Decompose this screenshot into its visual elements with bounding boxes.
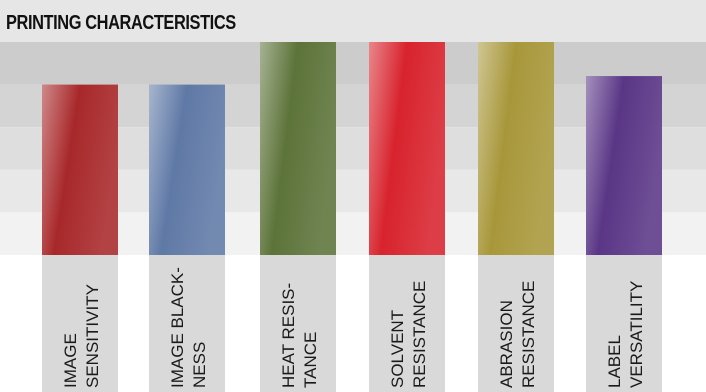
bar-sheen — [478, 42, 554, 255]
bar-sheen — [369, 42, 445, 255]
category-label: NESS — [190, 342, 209, 388]
bar-sheen — [149, 84, 225, 255]
category-label-panel — [149, 255, 225, 392]
category-label: IMAGE — [61, 333, 80, 388]
category-label-panel — [478, 255, 554, 392]
category-label: RESISTANCE — [519, 281, 538, 388]
category-label: SENSITIVITY — [83, 284, 102, 388]
category-label-panel — [42, 255, 118, 392]
chart-title: PRINTING CHARACTERISTICS — [6, 12, 236, 34]
category-label: HEAT RESIS- — [279, 283, 298, 388]
category-label: VERSATILITY — [627, 281, 646, 388]
category-label-panel — [586, 255, 662, 392]
category-label: ABRASION — [497, 300, 516, 388]
category-label: RESISTANCE — [410, 281, 429, 388]
category-label: IMAGE BLACK- — [168, 267, 187, 388]
category-label-panel — [260, 255, 336, 392]
bar-sheen — [42, 84, 118, 255]
title-bar: PRINTING CHARACTERISTICS — [0, 0, 706, 42]
bar-sheen — [586, 76, 662, 255]
bar-sheen — [260, 42, 336, 255]
category-label: LABEL — [605, 335, 624, 388]
category-label: TANCE — [301, 332, 320, 388]
category-label-panel — [369, 255, 445, 392]
category-label: SOLVENT — [388, 310, 407, 388]
